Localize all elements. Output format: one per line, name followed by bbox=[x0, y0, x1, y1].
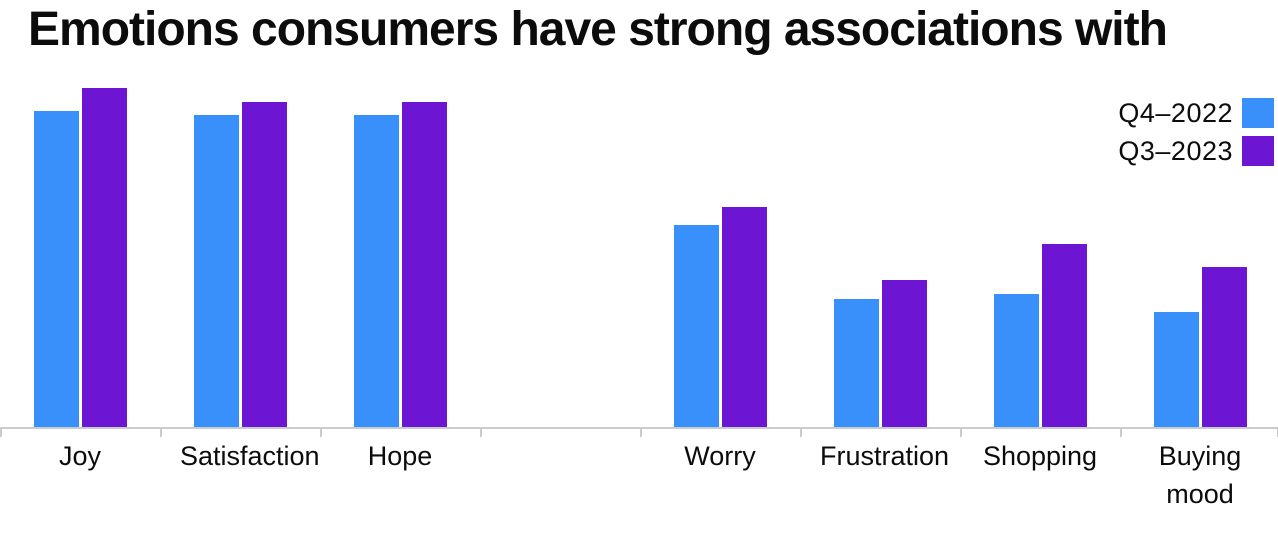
x-axis-tick bbox=[1276, 427, 1278, 437]
x-axis-tick bbox=[160, 427, 162, 437]
bar-q3-2023-joy bbox=[82, 88, 127, 427]
legend-label-q3-2023: Q3–2023 bbox=[1118, 135, 1233, 166]
x-label-frustration: Frustration bbox=[820, 441, 950, 471]
legend-item-q3-2023: Q3–2023 bbox=[1118, 136, 1274, 166]
bar-q4-2022-frustration bbox=[834, 299, 879, 427]
bar-q4-2022-buying-mood bbox=[1154, 312, 1199, 427]
bar-q3-2023-satisfaction bbox=[242, 102, 287, 427]
legend-item-q4-2022: Q4–2022 bbox=[1118, 98, 1274, 128]
bar-q4-2022-worry bbox=[674, 225, 719, 427]
bar-q4-2022-hope bbox=[354, 115, 399, 427]
x-axis-tick bbox=[320, 427, 322, 437]
x-label-buying-mood: Buying mood bbox=[1158, 441, 1242, 509]
bar-q3-2023-hope bbox=[402, 102, 447, 427]
chart-title: Emotions consumers have strong associati… bbox=[28, 3, 1168, 56]
x-axis-line bbox=[0, 427, 1278, 429]
x-axis-tick bbox=[800, 427, 802, 437]
x-axis-tick bbox=[1120, 427, 1122, 437]
bar-q4-2022-joy bbox=[34, 111, 79, 427]
x-axis-tick bbox=[960, 427, 962, 437]
x-label-joy: Joy bbox=[58, 441, 102, 471]
bar-q4-2022-shopping bbox=[994, 294, 1039, 427]
x-axis-tick bbox=[480, 427, 482, 437]
legend-swatch-q4-2022 bbox=[1242, 98, 1274, 128]
x-label-satisfaction: Satisfaction bbox=[180, 441, 320, 471]
bar-q3-2023-shopping bbox=[1042, 244, 1087, 427]
legend: Q4–2022 Q3–2023 bbox=[1118, 98, 1274, 166]
bar-q3-2023-buying-mood bbox=[1202, 267, 1247, 427]
legend-label-q4-2022: Q4–2022 bbox=[1118, 97, 1233, 128]
x-axis-tick bbox=[640, 427, 642, 437]
x-label-hope: Hope bbox=[367, 441, 433, 471]
x-label-shopping: Shopping bbox=[982, 441, 1098, 471]
bar-q4-2022-satisfaction bbox=[194, 115, 239, 427]
x-label-worry: Worry bbox=[684, 441, 756, 471]
legend-swatch-q3-2023 bbox=[1242, 136, 1274, 166]
bar-q3-2023-frustration bbox=[882, 280, 927, 427]
bar-q3-2023-worry bbox=[722, 207, 767, 427]
x-axis-tick bbox=[0, 427, 2, 437]
